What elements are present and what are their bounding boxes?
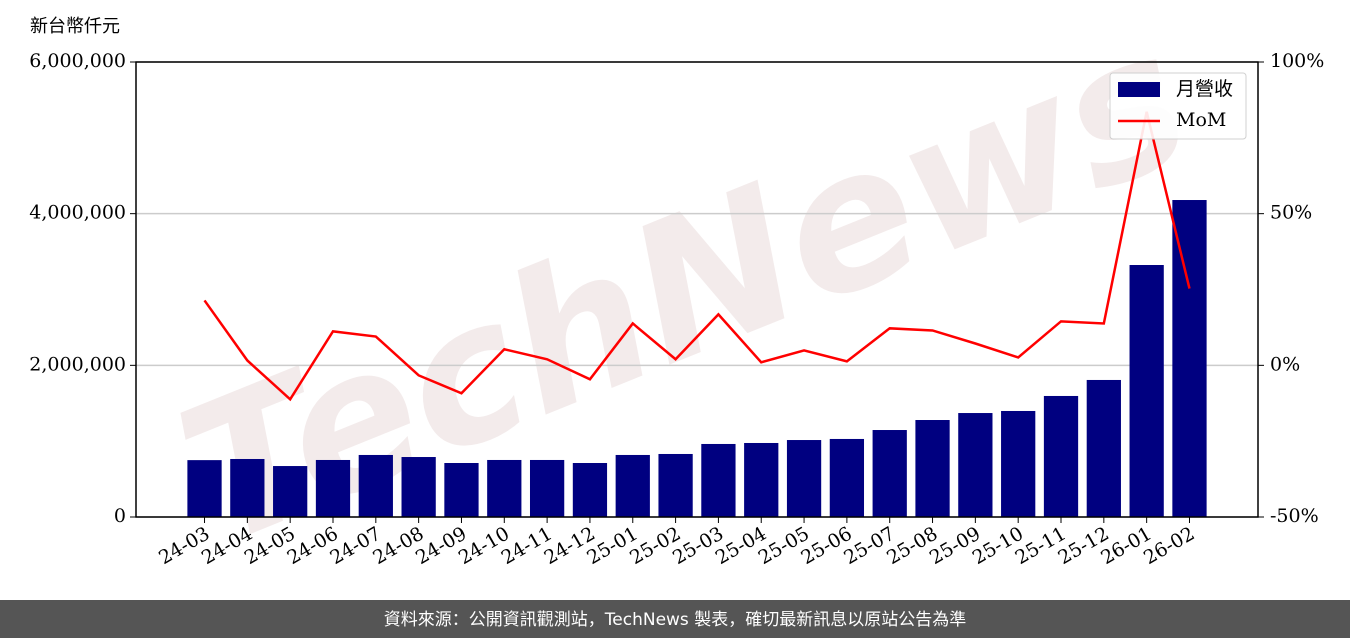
y2-tick-label: 0% [1270,353,1300,375]
bar [1086,379,1121,517]
bar [829,438,865,517]
footer-text: 資料來源：公開資訊觀測站，TechNews 製表，確切最新訊息以原站公告為準 [384,610,966,630]
bar [230,458,265,517]
y2-tick-label: 100% [1270,50,1324,72]
legend-swatch [1118,82,1160,97]
bar [444,463,479,517]
bar [744,442,779,517]
bar [358,454,393,517]
bar [615,454,650,517]
bar [529,459,565,517]
bar [273,466,308,517]
bar [701,443,736,517]
y-tick-label: 2,000,000 [29,353,126,375]
bar [187,460,222,517]
bar [658,453,693,517]
footer-bar [0,600,1350,638]
y2-tick-label: 50% [1270,202,1312,224]
bar [915,420,950,517]
bar [487,459,522,517]
line [203,111,1191,402]
bar [1043,395,1079,517]
y-axis-label: 新台幣仟元 [30,16,120,37]
plot-frame [135,61,1259,518]
legend-label: MoM [1176,109,1226,131]
y2-tick-label: -50% [1270,505,1319,527]
y-tick-label: 0 [114,505,126,527]
bar [1129,265,1164,517]
bar [872,430,907,517]
bar [572,463,608,517]
bar [401,457,436,517]
bar [1001,410,1036,517]
bar [786,440,822,517]
legend-label: 月營收 [1176,78,1233,100]
y-tick-label: 6,000,000 [29,50,126,72]
bar [1172,200,1207,517]
bar [315,459,351,517]
y-tick-label: 4,000,000 [29,202,126,224]
bar [958,413,993,517]
x-tick-label: 26-02 [1140,523,1198,569]
